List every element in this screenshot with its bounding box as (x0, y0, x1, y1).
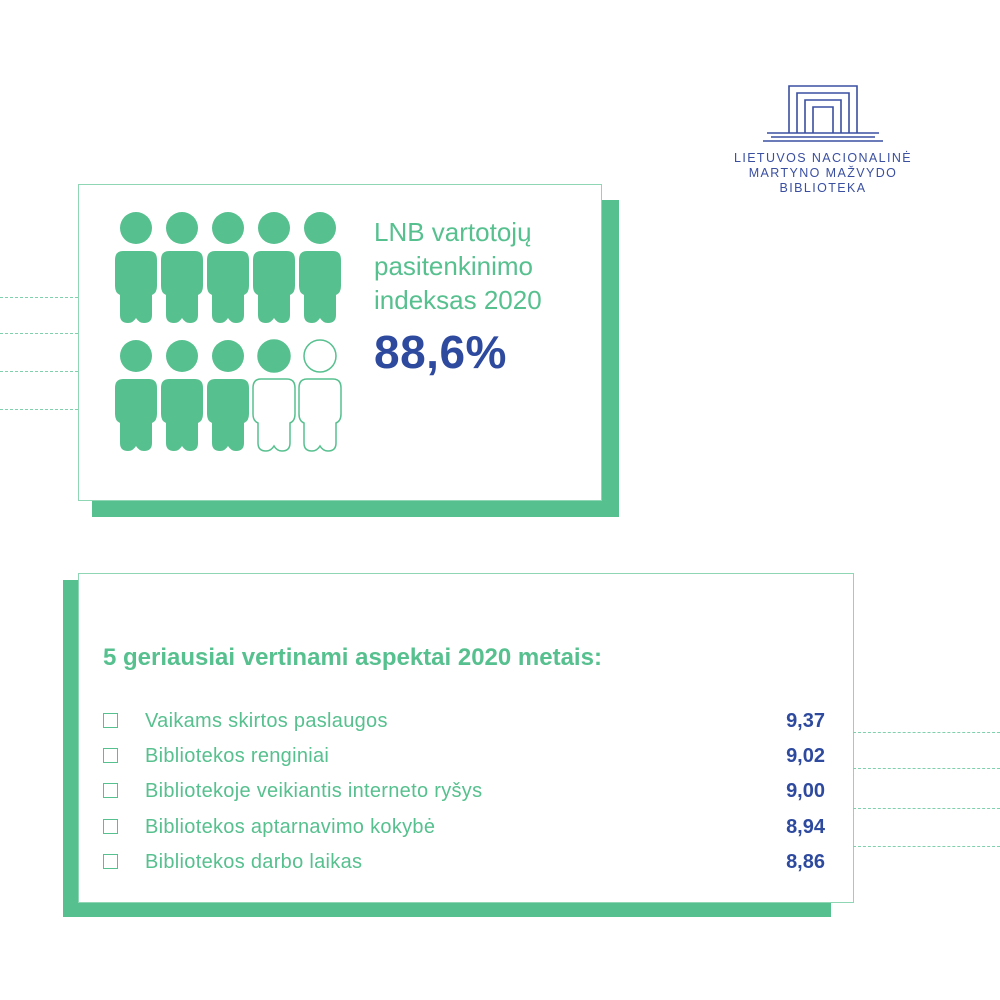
aspect-row: Bibliotekos aptarnavimo kokybė 8,94 (103, 813, 825, 843)
person-icon (207, 212, 249, 323)
aspect-score: 9,00 (786, 780, 825, 802)
person-icon (253, 212, 295, 323)
decor-dash-line (853, 808, 1000, 809)
aspect-row: Vaikams skirtos paslaugos 9,37 (103, 707, 825, 737)
person-icon (299, 212, 341, 323)
checkbox-icon (103, 783, 118, 798)
checkbox-icon (103, 713, 118, 728)
checkbox-icon (103, 748, 118, 763)
decor-dash-line (0, 371, 78, 372)
decor-dash-line (0, 409, 78, 410)
person-icon (115, 340, 157, 451)
index-title-line: LNB vartotojų (374, 217, 532, 247)
aspect-label: Bibliotekos aptarnavimo kokybė (145, 816, 436, 838)
library-logo: LIETUVOS NACIONALINĖ MARTYNO MAŽVYDO BIB… (728, 78, 918, 208)
logo-line: BIBLIOTEKA (779, 181, 867, 195)
aspect-score: 8,86 (786, 851, 825, 873)
person-icon (161, 340, 203, 451)
index-title: LNB vartotojų pasitenkinimo indeksas 202… (374, 215, 594, 317)
index-value: 88,6% (374, 326, 507, 378)
index-title-line: indeksas 2020 (374, 285, 542, 315)
person-icon (298, 339, 342, 452)
person-icon (161, 212, 203, 323)
checkbox-icon (103, 854, 118, 869)
aspect-label: Vaikams skirtos paslaugos (145, 710, 388, 732)
aspect-label: Bibliotekos darbo laikas (145, 851, 363, 873)
aspect-score: 9,37 (786, 710, 825, 732)
aspect-score: 8,94 (786, 816, 825, 838)
decor-dash-line (853, 768, 1000, 769)
aspects-title: 5 geriausiai vertinami aspektai 2020 met… (103, 644, 602, 671)
aspect-label: Bibliotekos renginiai (145, 745, 330, 767)
aspect-row: Bibliotekos darbo laikas 8,86 (103, 848, 825, 878)
library-building-icon (763, 85, 883, 142)
aspect-label: Bibliotekoje veikiantis interneto ryšys (145, 780, 483, 802)
logo-line: LIETUVOS NACIONALINĖ (733, 151, 913, 165)
person-icon (115, 212, 157, 323)
index-title-line: pasitenkinimo (374, 251, 533, 281)
person-icon (207, 340, 249, 451)
index-card: LNB vartotojų pasitenkinimo indeksas 202… (78, 184, 602, 501)
decor-dash-line (853, 732, 1000, 733)
decor-dash-line (0, 297, 78, 298)
aspect-score: 9,02 (786, 745, 825, 767)
library-logo-text: LIETUVOS NACIONALINĖ MARTYNO MAŽVYDO BIB… (728, 151, 918, 196)
decor-dash-line (0, 333, 78, 334)
people-icons (115, 212, 342, 452)
logo-line: MARTYNO MAŽVYDO (748, 166, 898, 180)
person-icon (252, 339, 296, 452)
decor-dash-line (853, 846, 1000, 847)
aspects-card: 5 geriausiai vertinami aspektai 2020 met… (78, 573, 854, 903)
aspect-row: Bibliotekoje veikiantis interneto ryšys … (103, 777, 825, 807)
aspect-row: Bibliotekos renginiai 9,02 (103, 742, 825, 772)
checkbox-icon (103, 819, 118, 834)
